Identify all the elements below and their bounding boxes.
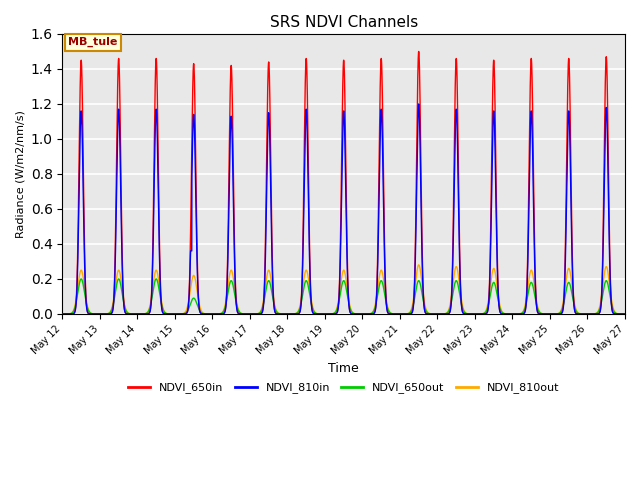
Y-axis label: Radiance (W/m2/nm/s): Radiance (W/m2/nm/s) (15, 110, 25, 238)
Title: SRS NDVI Channels: SRS NDVI Channels (269, 15, 418, 30)
Text: MB_tule: MB_tule (68, 37, 117, 48)
Legend: NDVI_650in, NDVI_810in, NDVI_650out, NDVI_810out: NDVI_650in, NDVI_810in, NDVI_650out, NDV… (124, 378, 564, 398)
X-axis label: Time: Time (328, 361, 359, 374)
